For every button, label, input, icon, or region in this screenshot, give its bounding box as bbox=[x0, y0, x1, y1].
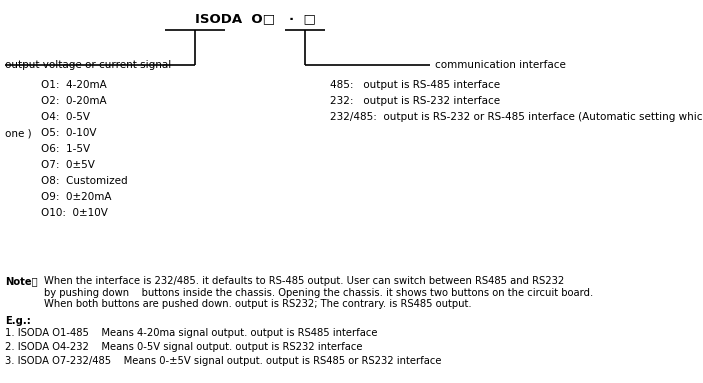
Text: 232:   output is RS-232 interface: 232: output is RS-232 interface bbox=[330, 96, 500, 106]
Text: ISODA  O□   ·  □: ISODA O□ · □ bbox=[195, 12, 316, 25]
Text: O6:  1-5V: O6: 1-5V bbox=[28, 144, 90, 154]
Text: O4:  0-5V: O4: 0-5V bbox=[28, 112, 90, 122]
Text: Note：: Note： bbox=[5, 276, 38, 286]
Text: 3. ISODA O7-232/485    Means 0-±5V signal output. output is RS485 or RS232 inter: 3. ISODA O7-232/485 Means 0-±5V signal o… bbox=[5, 356, 441, 366]
Text: O10:  0±10V: O10: 0±10V bbox=[28, 208, 108, 218]
Text: E.g.:: E.g.: bbox=[5, 316, 31, 326]
Text: one ): one ) bbox=[5, 128, 32, 138]
Text: communication interface: communication interface bbox=[435, 60, 566, 70]
Text: 485:   output is RS-485 interface: 485: output is RS-485 interface bbox=[330, 80, 500, 90]
Text: output voltage or current signal: output voltage or current signal bbox=[5, 60, 172, 70]
Text: O9:  0±20mA: O9: 0±20mA bbox=[28, 192, 112, 202]
Text: O2:  0-20mA: O2: 0-20mA bbox=[28, 96, 107, 106]
Text: O8:  Customized: O8: Customized bbox=[28, 176, 128, 186]
Text: 1. ISODA O1-485    Means 4-20ma signal output. output is RS485 interface: 1. ISODA O1-485 Means 4-20ma signal outp… bbox=[5, 328, 378, 338]
Text: 2. ISODA O4-232    Means 0-5V signal output. output is RS232 interface: 2. ISODA O4-232 Means 0-5V signal output… bbox=[5, 342, 363, 352]
Text: O7:  0±5V: O7: 0±5V bbox=[28, 160, 95, 170]
Text: When the interface is 232/485. it defaults to RS-485 output. User can switch bet: When the interface is 232/485. it defaul… bbox=[44, 276, 593, 309]
Text: O1:  4-20mA: O1: 4-20mA bbox=[28, 80, 107, 90]
Text: O5:  0-10V: O5: 0-10V bbox=[28, 128, 96, 138]
Text: 232/485:  output is RS-232 or RS-485 interface (Automatic setting which: 232/485: output is RS-232 or RS-485 inte… bbox=[330, 112, 703, 122]
